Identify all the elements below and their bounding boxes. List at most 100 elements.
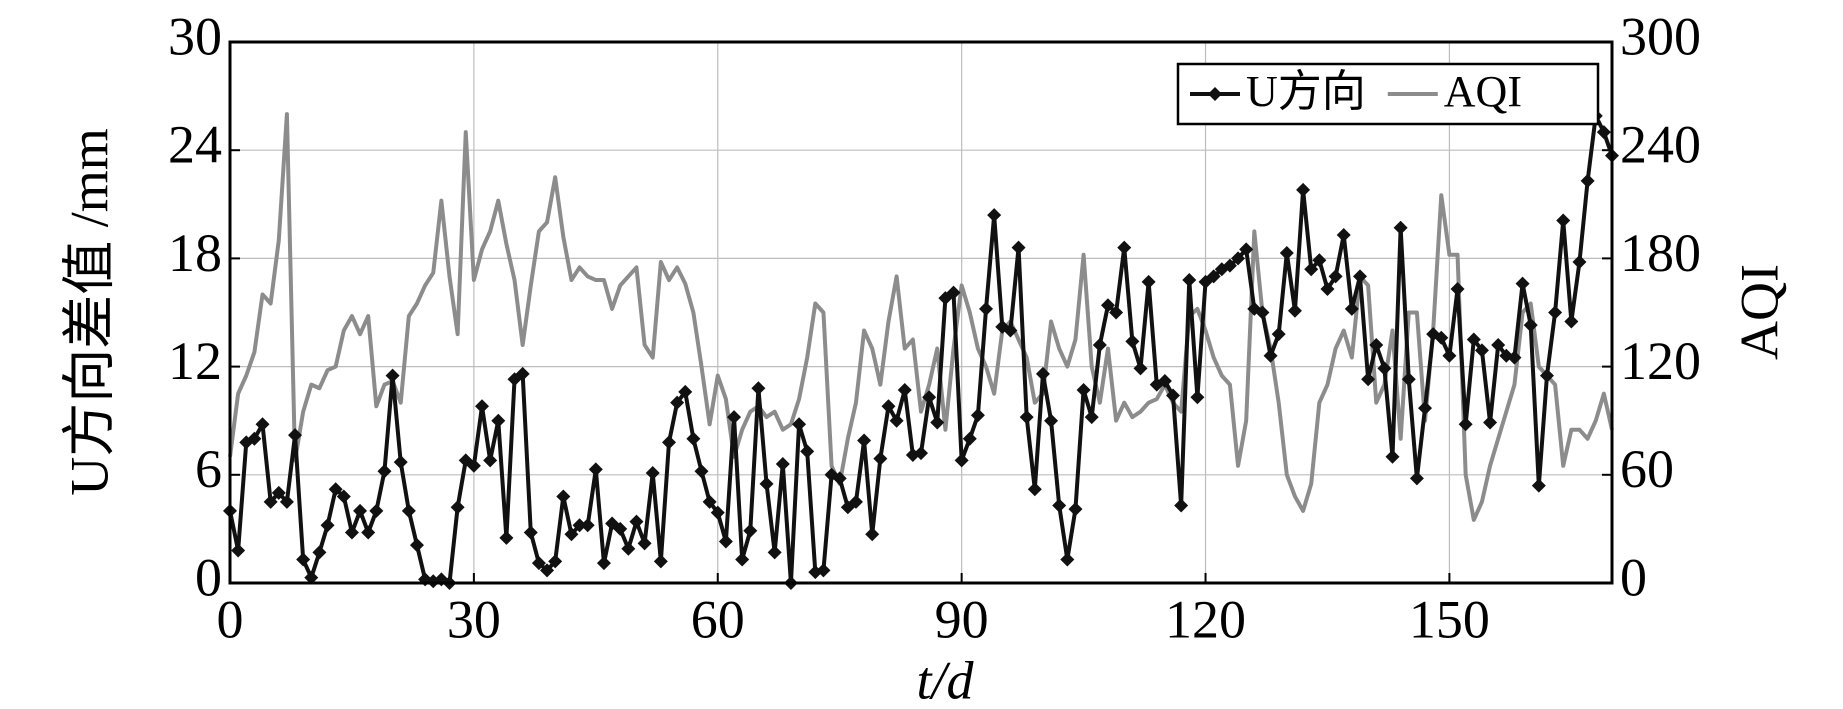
point-marker [1157, 374, 1172, 389]
point-marker [247, 431, 262, 446]
point-marker [1125, 334, 1140, 349]
point-marker [1336, 227, 1351, 242]
x-tick-label: 90 [935, 589, 989, 649]
y-tick-label: 12 [168, 331, 222, 391]
point-marker [686, 431, 701, 446]
point-marker [1304, 262, 1319, 277]
point-marker [1011, 240, 1026, 255]
point-marker [1531, 478, 1546, 493]
point-marker [1556, 213, 1571, 228]
point-marker [296, 552, 311, 567]
point-marker [596, 556, 611, 571]
point-marker [1068, 502, 1083, 517]
x-axis-label: t/d [916, 650, 974, 709]
legend-label: U方向 [1246, 67, 1366, 116]
point-marker [914, 446, 928, 461]
point-marker [279, 494, 294, 509]
point-marker [1409, 471, 1424, 486]
point-marker [1580, 173, 1595, 188]
point-marker [1141, 274, 1156, 289]
point-marker [710, 505, 725, 520]
point-marker [637, 536, 652, 551]
point-marker [1003, 323, 1018, 338]
point-marker [881, 399, 896, 414]
point-marker [653, 554, 668, 569]
point-marker [759, 476, 774, 491]
point-marker [548, 554, 563, 569]
x-tick-label: 30 [447, 589, 501, 649]
point-marker [1523, 318, 1538, 333]
point-marker [1507, 350, 1522, 365]
point-marker [1596, 125, 1611, 140]
point-marker [848, 494, 863, 509]
point-marker [1271, 327, 1286, 342]
point-marker [369, 503, 384, 518]
point-marker [491, 413, 506, 428]
point-marker [718, 534, 733, 549]
point-marker [727, 410, 742, 425]
point-marker [1352, 269, 1367, 284]
point-marker [1466, 332, 1481, 347]
point-marker [263, 494, 278, 509]
point-marker [1084, 410, 1099, 425]
point-marker [1182, 273, 1197, 288]
point-marker [1312, 253, 1327, 268]
point-marker [751, 381, 766, 396]
point-marker [800, 444, 815, 459]
x-tick-label: 120 [1165, 589, 1246, 649]
point-marker [702, 494, 717, 509]
point-marker [743, 523, 758, 538]
point-marker [255, 417, 270, 432]
point-marker [1044, 413, 1059, 428]
y2-tick-label: 300 [1620, 6, 1701, 66]
series-line [228, 112, 1614, 522]
point-marker [271, 485, 286, 500]
point-marker [401, 503, 416, 518]
plot-frame [228, 40, 1614, 585]
point-marker [1361, 372, 1376, 387]
point-marker [1450, 282, 1465, 297]
y-tick-label: 0 [195, 547, 222, 607]
point-marker [540, 563, 555, 578]
point-marker [1027, 482, 1042, 497]
y-tick-label: 6 [195, 439, 222, 499]
point-marker [1434, 330, 1449, 345]
point-marker [1190, 390, 1205, 405]
point-marker [1572, 255, 1587, 270]
y-tick-label: 18 [168, 223, 222, 283]
point-marker [1263, 348, 1278, 363]
point-marker [979, 301, 994, 316]
point-marker [515, 366, 530, 381]
point-marker [930, 415, 945, 430]
y-tick-label: 30 [168, 6, 222, 66]
point-marker [1092, 337, 1107, 352]
point-marker [1222, 258, 1237, 273]
x-tick-label: 150 [1409, 589, 1490, 649]
point-marker [328, 482, 343, 497]
point-marker [1231, 251, 1246, 266]
point-marker [531, 556, 546, 571]
y-tick-label: 24 [168, 115, 222, 175]
point-marker [304, 570, 319, 585]
point-marker [1393, 220, 1408, 235]
point-marker [466, 458, 481, 473]
point-marker [353, 503, 368, 518]
point-marker [1239, 242, 1254, 257]
y2-tick-label: 120 [1620, 331, 1701, 391]
legend-label: AQI [1444, 67, 1522, 116]
point-marker [1076, 383, 1091, 398]
point-marker [621, 541, 636, 556]
point-marker [792, 417, 807, 432]
point-marker [336, 489, 351, 504]
point-marker [816, 563, 831, 578]
point-marker [1548, 305, 1563, 320]
point-marker [832, 471, 847, 486]
point-marker [857, 433, 872, 448]
point-marker [946, 285, 961, 300]
point-marker [1133, 361, 1148, 376]
y2-tick-label: 60 [1620, 439, 1674, 499]
point-marker [897, 383, 912, 398]
point-marker [312, 545, 327, 560]
point-marker [393, 455, 408, 470]
